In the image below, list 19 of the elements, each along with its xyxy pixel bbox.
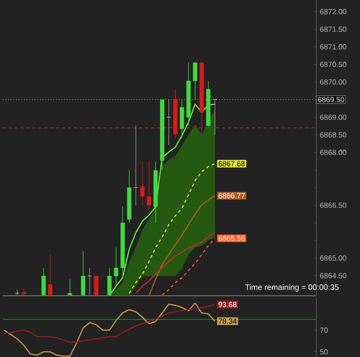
candlestick	[68, 278, 72, 296]
candlestick	[180, 99, 184, 139]
candlestick	[48, 254, 52, 296]
candlestick	[140, 160, 145, 206]
line-series	[162, 238, 216, 296]
line-series	[148, 195, 216, 296]
candlestick	[87, 267, 92, 296]
line-series	[135, 231, 216, 294]
candlestick	[94, 275, 98, 296]
line-series	[4, 302, 216, 357]
candlestick	[107, 267, 112, 296]
candlestick	[114, 247, 118, 286]
candlestick	[133, 125, 138, 206]
candlestick	[41, 267, 46, 296]
candlestick	[212, 99, 218, 136]
candlestick	[80, 250, 86, 296]
candlestick	[192, 62, 198, 100]
candlestick	[146, 160, 152, 214]
line-series	[128, 163, 216, 294]
